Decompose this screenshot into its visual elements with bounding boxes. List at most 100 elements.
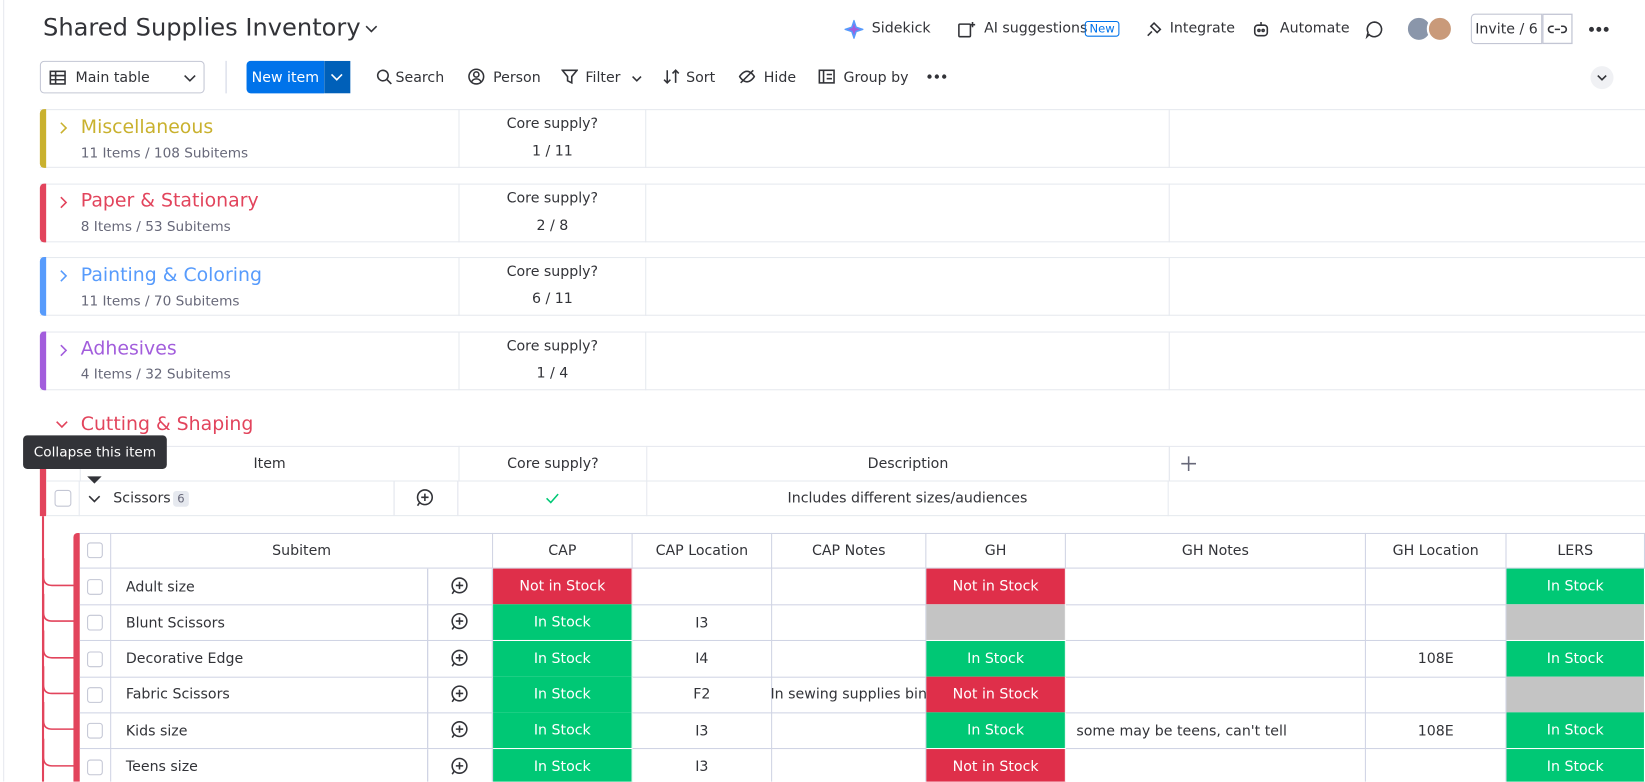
add-update[interactable]	[426, 676, 494, 714]
text-cell[interactable]: I3	[633, 604, 773, 642]
expand-group[interactable]	[56, 194, 71, 209]
empty-cell[interactable]	[633, 568, 773, 606]
empty-cell[interactable]	[1066, 568, 1366, 606]
empty-cell[interactable]	[1066, 604, 1366, 642]
group-name[interactable]: Adhesives	[80, 337, 177, 360]
subitem-name[interactable]: Kids size	[125, 722, 188, 740]
checkbox[interactable]	[87, 651, 103, 667]
sidekick-icon[interactable]	[843, 18, 865, 41]
text-cell[interactable]: F2	[633, 676, 773, 714]
checkbox[interactable]	[87, 723, 103, 739]
invite[interactable]: Invite / 6	[1470, 13, 1543, 45]
add-update[interactable]	[426, 712, 494, 750]
title-chevron[interactable]	[364, 21, 379, 36]
group-name[interactable]: Paper & Stationary	[80, 189, 259, 212]
empty-cell[interactable]	[1366, 568, 1507, 606]
empty-cell[interactable]	[772, 568, 927, 606]
empty-cell[interactable]	[1366, 748, 1507, 782]
status-cell[interactable]: In Stock	[493, 712, 633, 750]
updates-icon[interactable]	[1364, 19, 1385, 40]
status-empty[interactable]	[926, 604, 1066, 642]
group-icon[interactable]	[818, 68, 835, 85]
collapse-header[interactable]	[1589, 65, 1614, 90]
checkbox[interactable]	[87, 615, 103, 631]
hide[interactable]: Hide	[763, 68, 797, 86]
search[interactable]: Search	[395, 68, 445, 86]
status-cell[interactable]: Not in Stock	[493, 568, 633, 606]
add-update[interactable]	[426, 640, 494, 678]
person[interactable]: Person	[493, 68, 541, 86]
group-name[interactable]: Miscellaneous	[80, 115, 214, 138]
hide-icon[interactable]	[738, 68, 756, 85]
status-cell[interactable]: Not in Stock	[926, 748, 1066, 782]
group[interactable]: Group by	[843, 68, 909, 86]
subitem-name[interactable]: Blunt Scissors	[125, 614, 225, 632]
status-cell[interactable]: In Stock	[926, 640, 1066, 678]
integrate[interactable]: Integrate	[1169, 19, 1235, 37]
status-cell[interactable]: In Stock	[493, 748, 633, 782]
status-cell[interactable]: Not in Stock	[926, 676, 1066, 714]
status-empty[interactable]	[1506, 676, 1645, 714]
status-cell[interactable]: In Stock	[493, 640, 633, 678]
new-item-button[interactable]: New item	[246, 60, 325, 94]
subitem-name[interactable]: Adult size	[125, 578, 195, 596]
empty-cell[interactable]	[772, 712, 927, 750]
empty-cell[interactable]	[1366, 676, 1507, 714]
status-cell[interactable]: In Stock	[1506, 712, 1645, 750]
copy-link[interactable]	[1541, 13, 1573, 45]
text-cell[interactable]: I3	[633, 712, 773, 750]
expand-group[interactable]	[56, 268, 71, 283]
add-update[interactable]	[426, 568, 494, 606]
expand-group[interactable]	[56, 341, 71, 356]
ai-suggestions[interactable]: AI suggestions	[984, 19, 1088, 37]
add-column[interactable]	[1168, 445, 1211, 482]
checkbox[interactable]	[87, 542, 103, 559]
automate-icon[interactable]	[1252, 20, 1271, 39]
checkbox[interactable]	[87, 759, 103, 775]
empty-cell[interactable]	[772, 640, 927, 678]
filter[interactable]: Filter	[585, 68, 621, 86]
subitem-name[interactable]: Decorative Edge	[125, 650, 244, 668]
integrate-icon[interactable]	[1145, 20, 1164, 39]
avatar[interactable]	[1426, 15, 1454, 42]
automate[interactable]: Automate	[1279, 19, 1350, 37]
empty-cell[interactable]	[772, 748, 927, 782]
toolbar-more[interactable]	[925, 68, 948, 85]
sort[interactable]: Sort	[686, 68, 716, 86]
status-cell[interactable]: In Stock	[1506, 748, 1645, 782]
ai-icon[interactable]	[957, 20, 976, 39]
empty-cell[interactable]	[1066, 640, 1366, 678]
collapse-group[interactable]	[54, 415, 71, 432]
sort-icon[interactable]	[663, 68, 680, 85]
search-icon[interactable]	[376, 68, 393, 85]
empty-cell[interactable]	[772, 604, 927, 642]
group-name[interactable]: Cutting & Shaping	[80, 412, 254, 435]
empty-cell[interactable]	[1366, 604, 1507, 642]
text-cell[interactable]: some may be teens, can't tell	[1066, 712, 1366, 750]
status-cell[interactable]: In Stock	[1506, 568, 1645, 606]
new-item-dropdown[interactable]	[324, 60, 351, 94]
text-cell[interactable]: In sewing supplies bin	[771, 676, 927, 714]
item-name[interactable]: Scissors	[113, 489, 171, 507]
filter-icon[interactable]	[560, 68, 579, 85]
add-update[interactable]	[426, 604, 494, 642]
text-cell[interactable]: 108E	[1366, 712, 1507, 750]
add-update[interactable]	[393, 480, 459, 517]
filter-chevron[interactable]	[629, 70, 644, 85]
status-cell[interactable]: In Stock	[493, 604, 633, 642]
more-menu[interactable]	[1586, 19, 1611, 40]
status-cell[interactable]: In Stock	[926, 712, 1066, 750]
text-cell[interactable]: I3	[633, 748, 773, 782]
text-cell[interactable]: 108E	[1366, 640, 1507, 678]
expand-group[interactable]	[56, 120, 71, 135]
status-cell[interactable]: In Stock	[493, 676, 633, 714]
status-empty[interactable]	[1506, 604, 1645, 642]
collapse-item[interactable]	[86, 490, 103, 507]
status-cell[interactable]: Not in Stock	[926, 568, 1066, 606]
status-cell[interactable]: In Stock	[1506, 640, 1645, 678]
view-select[interactable]	[39, 60, 205, 94]
checkbox[interactable]	[87, 687, 103, 703]
view-name[interactable]: Main table	[75, 68, 150, 86]
checkbox[interactable]	[87, 579, 103, 595]
add-update[interactable]	[426, 748, 494, 782]
